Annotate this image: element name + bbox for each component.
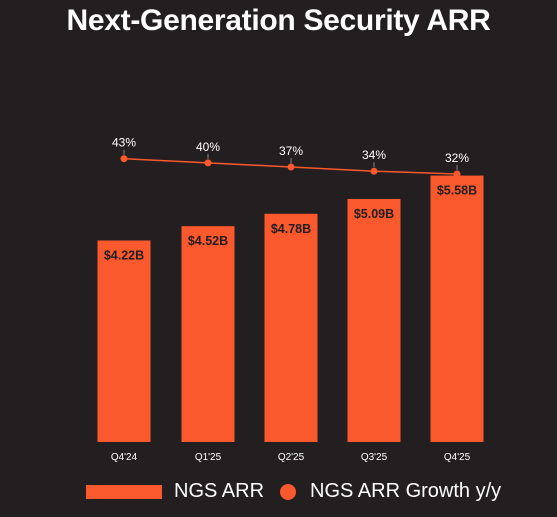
legend: NGS ARR NGS ARR Growth y/y xyxy=(0,480,557,514)
legend-label-growth: NGS ARR Growth y/y xyxy=(310,480,502,502)
growth-point-4 xyxy=(453,170,461,178)
x-tick-label-0: Q4'24 xyxy=(111,452,138,463)
bar-4 xyxy=(430,175,484,442)
bar-value-label-2: $4.78B xyxy=(271,222,311,236)
growth-point-2 xyxy=(287,163,295,171)
bar-3 xyxy=(347,198,401,442)
growth-value-label-3: 34% xyxy=(362,148,386,162)
x-tick-label-2: Q2'25 xyxy=(278,452,305,463)
growth-point-0 xyxy=(120,155,128,163)
chart-title: Next-Generation Security ARR xyxy=(66,4,491,37)
chart-canvas: $4.22B $4.52B $4.78B $5.09B $5.58B Q4'24 Q1'25… xyxy=(97,136,484,463)
growth-value-label-0: 43% xyxy=(112,136,136,150)
bar-value-label-4: $5.58B xyxy=(437,184,477,198)
bar-0 xyxy=(97,240,151,442)
growth-point-1 xyxy=(204,159,212,167)
legend-swatch-dot xyxy=(280,483,296,500)
bar-value-label-0: $4.22B xyxy=(104,248,144,262)
legend-label-ngs-arr: NGS ARR xyxy=(174,480,265,502)
growth-value-label-1: 40% xyxy=(196,140,220,154)
x-tick-label-4: Q4'25 xyxy=(444,452,471,463)
legend-item-growth: NGS ARR Growth y/y xyxy=(280,480,501,503)
x-tick-label-1: Q1'25 xyxy=(195,452,222,463)
growth-point-3 xyxy=(370,167,378,175)
legend-item-ngs-arr: NGS ARR xyxy=(86,480,264,503)
growth-value-label-4: 32% xyxy=(445,151,469,165)
x-tick-label-3: Q3'25 xyxy=(361,452,388,463)
bar-value-label-3: $5.09B xyxy=(354,207,394,221)
legend-swatch-bar xyxy=(86,484,162,499)
bar-value-label-1: $4.52B xyxy=(188,234,228,248)
bar-2 xyxy=(264,213,318,442)
growth-value-label-2: 37% xyxy=(279,144,303,158)
bar-1 xyxy=(181,226,235,442)
